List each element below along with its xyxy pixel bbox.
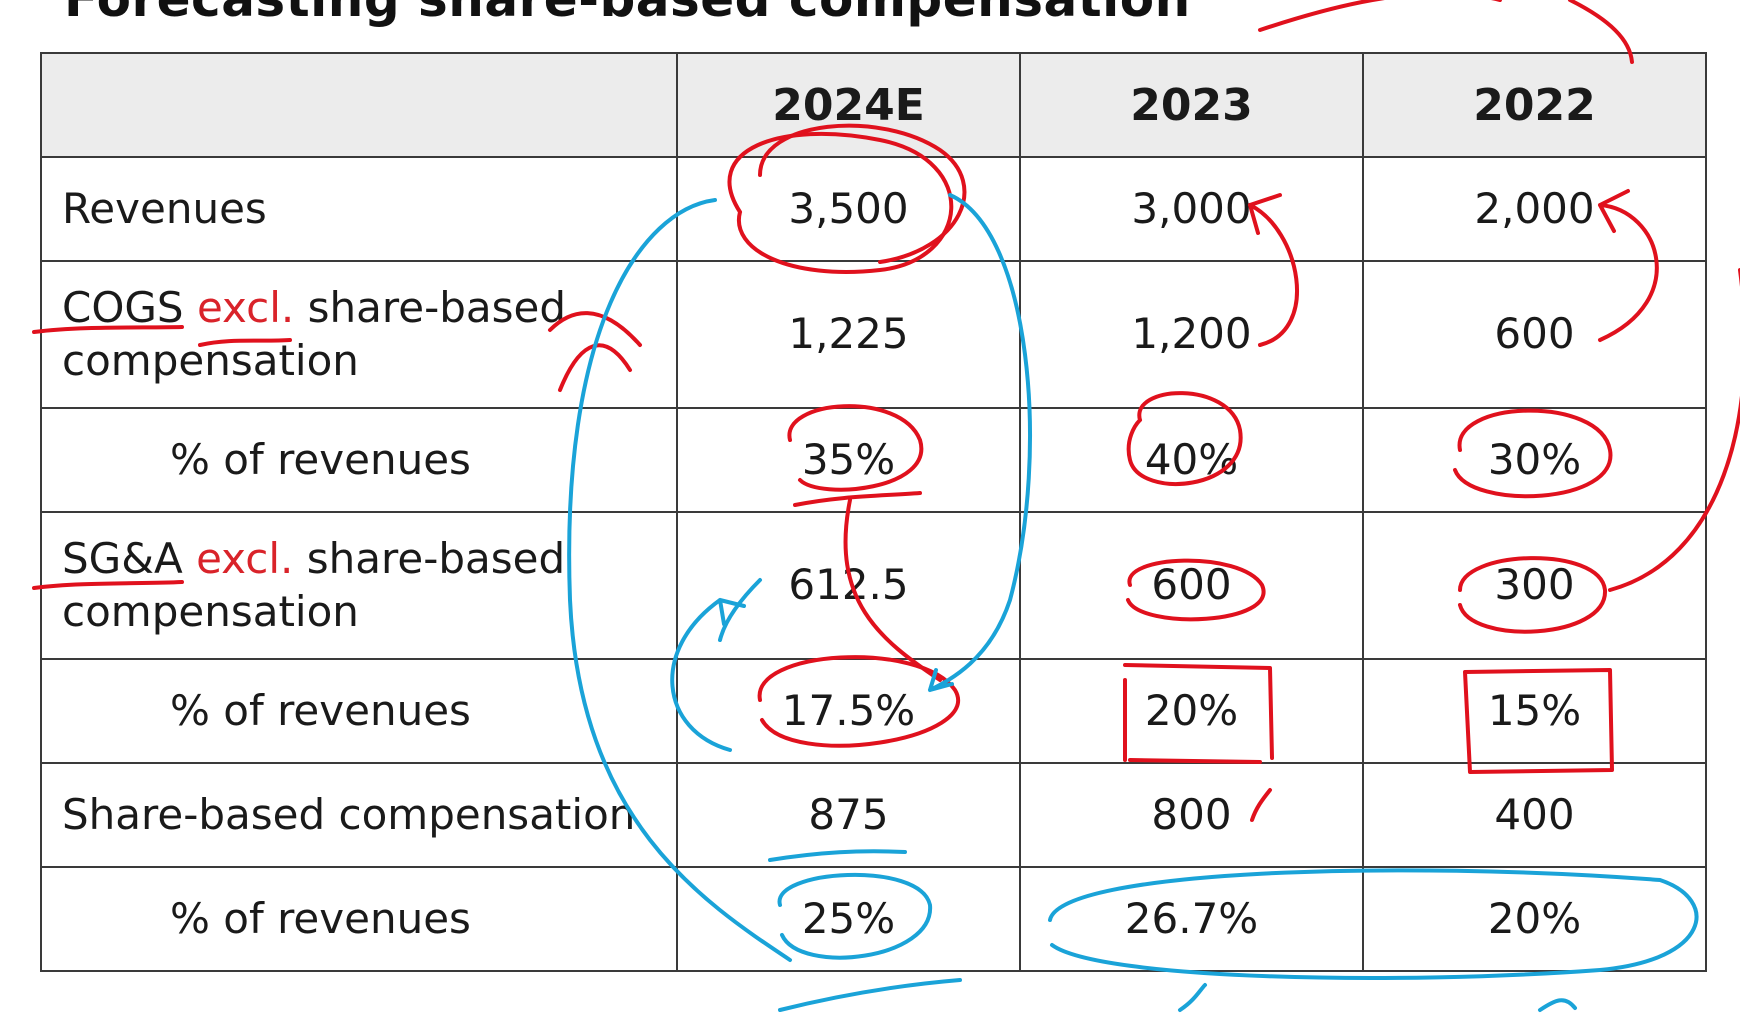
cell-value: 20% (1019, 658, 1364, 764)
header-2022: 2022 (1362, 52, 1707, 158)
cell-value: 25% (676, 866, 1021, 972)
cell-value: 35% (676, 407, 1021, 513)
cell-value: 1,225 (676, 260, 1021, 409)
row-label: SG&A excl. share-based compensation (40, 511, 678, 660)
cell-value: 3,500 (676, 156, 1021, 262)
row-revenues: Revenues 3,500 3,000 2,000 (40, 156, 1707, 262)
cell-value: 300 (1362, 511, 1707, 660)
sbc-forecast-table: 2024E 2023 2022 Revenues 3,500 3,000 2,0… (40, 52, 1707, 972)
row-cogs: COGS excl. share-based compensation 1,22… (40, 260, 1707, 409)
cell-value: 800 (1019, 762, 1364, 868)
cell-value: 600 (1019, 511, 1364, 660)
row-label: COGS excl. share-based compensation (40, 260, 678, 409)
cell-value: 1,200 (1019, 260, 1364, 409)
row-label: % of revenues (40, 407, 678, 513)
cell-value: 400 (1362, 762, 1707, 868)
cell-value: 30% (1362, 407, 1707, 513)
cell-value: 600 (1362, 260, 1707, 409)
page-title: Forecasting share-based compensation (64, 0, 1191, 28)
row-sbc-pct: % of revenues 25% 26.7% 20% (40, 866, 1707, 972)
blue-tail-bottom (778, 978, 1577, 1012)
row-label: Revenues (40, 156, 678, 262)
cell-value: 3,000 (1019, 156, 1364, 262)
cell-value: 612.5 (676, 511, 1021, 660)
sbc-forecast-table-wrapper: 2024E 2023 2022 Revenues 3,500 3,000 2,0… (40, 52, 1707, 972)
cell-value: 20% (1362, 866, 1707, 972)
excl-highlight: excl. (196, 534, 294, 583)
cell-value: 17.5% (676, 658, 1021, 764)
row-cogs-pct: % of revenues 35% 40% 30% (40, 407, 1707, 513)
row-label: % of revenues (40, 658, 678, 764)
header-corner-cell (40, 52, 678, 158)
label-item: COGS (62, 283, 184, 332)
header-2024e: 2024E (676, 52, 1021, 158)
row-sga-pct: % of revenues 17.5% 20% 15% (40, 658, 1707, 764)
row-label: % of revenues (40, 866, 678, 972)
label-item: SG&A (62, 534, 183, 583)
cell-value: 875 (676, 762, 1021, 868)
cell-value: 40% (1019, 407, 1364, 513)
header-row: 2024E 2023 2022 (40, 52, 1707, 158)
excl-highlight: excl. (196, 283, 295, 332)
label-rest: share-based compensation (62, 534, 566, 636)
row-label: Share-based compensation (40, 762, 678, 868)
header-2023: 2023 (1019, 52, 1364, 158)
cell-value: 2,000 (1362, 156, 1707, 262)
row-sga: SG&A excl. share-based compensation 612.… (40, 511, 1707, 660)
row-sbc: Share-based compensation 875 800 400 (40, 762, 1707, 868)
cell-value: 26.7% (1019, 866, 1364, 972)
cell-value: 15% (1362, 658, 1707, 764)
